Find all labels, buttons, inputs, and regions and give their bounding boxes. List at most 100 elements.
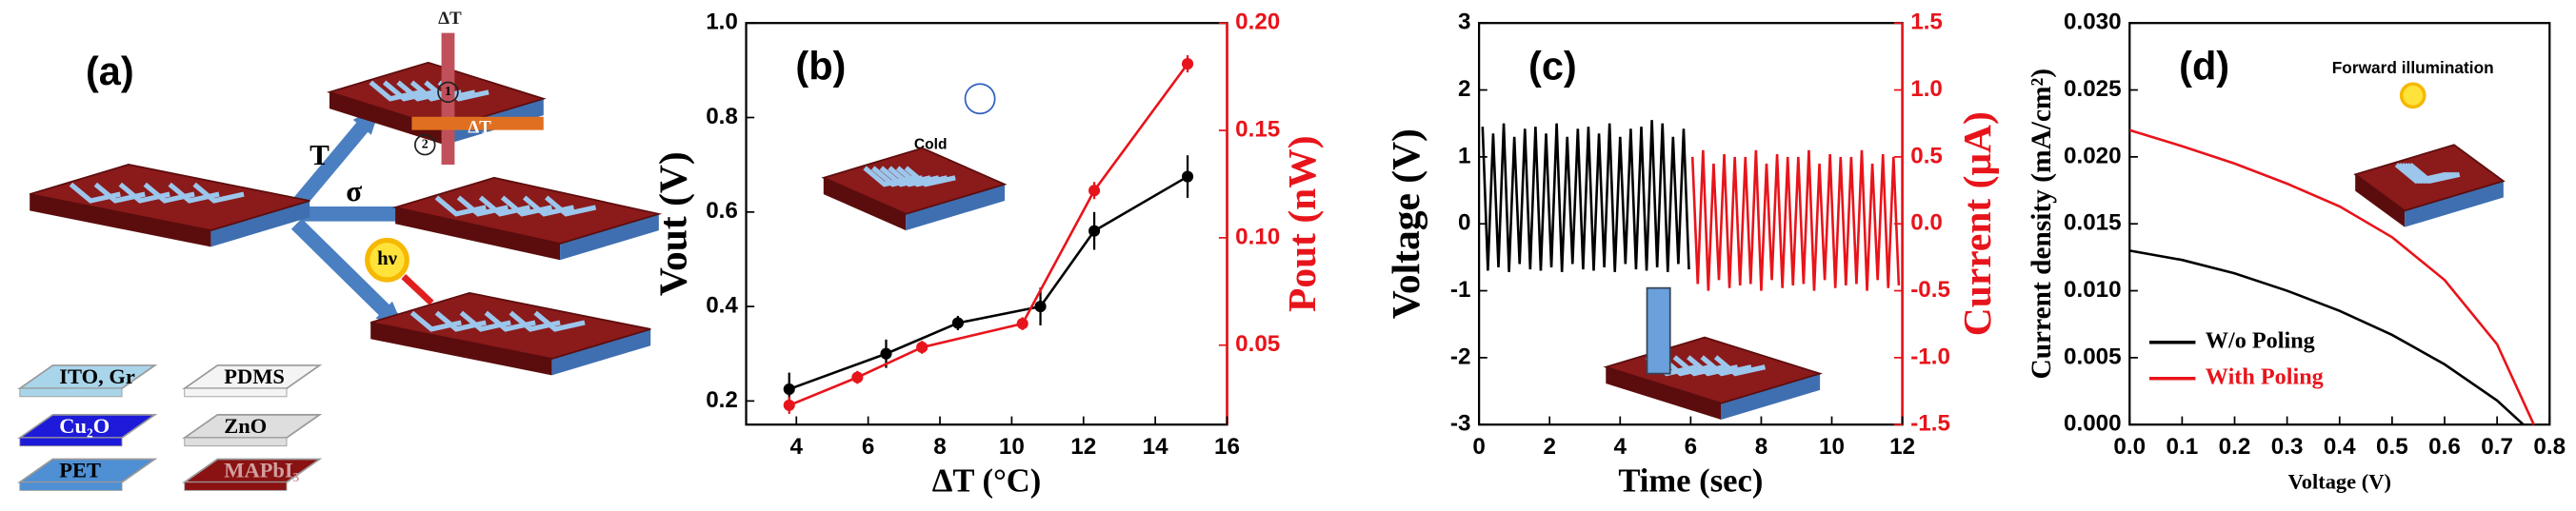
y-tick-label: 3: [1458, 10, 1470, 35]
device-side: [30, 194, 211, 247]
y2-tick-label: -1.5: [1910, 411, 1950, 437]
delta-label: ΔT: [468, 117, 491, 137]
legend-tile-side: [19, 482, 123, 491]
sun: [365, 237, 409, 283]
voltmeter: [964, 83, 996, 115]
y2-axis-label: Current (μA): [1955, 111, 2000, 336]
legend-tile-side: [19, 387, 123, 398]
panel-label: (d): [2179, 44, 2229, 88]
x-tick-label: 0.2: [2219, 434, 2251, 460]
data-line: [789, 175, 1188, 391]
y2-tick-label: 1.5: [1910, 10, 1943, 35]
y-tick-label: 0.010: [2064, 277, 2122, 303]
arrow-shaft: [290, 218, 401, 326]
y2-tick-label: 0.0: [1910, 210, 1943, 236]
y-tick-label: 0.025: [2064, 76, 2122, 102]
x-axis-label: ΔT (°C): [932, 462, 1042, 499]
arrow-label: hν: [377, 248, 397, 269]
chart-panel: 4 6 8 10 12 14 16 0.2 0.4 0.6 0.8 1.0 0.05 0.10 0.15 0.…: [650, 10, 1325, 500]
lamp: [2399, 82, 2426, 109]
y2-axis-label: Pout (nW): [1280, 135, 1325, 312]
legend-label: Cu₂O: [59, 414, 110, 438]
legend-tile-side: [184, 482, 288, 491]
y2-tick-label: -0.5: [1910, 277, 1950, 303]
chart-panel: 0.0 0.1 0.2 0.3 0.4 0.5 0.6 0.7 0.8 0.000 0.005 0.0…: [2027, 10, 2566, 494]
marker-number: 1: [445, 84, 451, 98]
x-tick-label: 6: [862, 434, 874, 460]
device-side: [560, 213, 659, 261]
device-side: [551, 328, 651, 376]
y-tick-label: 1.0: [706, 10, 738, 35]
legend-label: ZnO: [224, 414, 267, 438]
device-side: [1606, 366, 1722, 421]
device-side: [370, 322, 552, 376]
y-tick-label: -1: [1450, 277, 1471, 303]
legend-label: MAPbI₃: [224, 459, 299, 482]
marker-circle: [437, 81, 459, 104]
data-point: [916, 341, 929, 354]
y-tick-label: 0.020: [2064, 143, 2122, 168]
device-side: [2355, 174, 2406, 227]
x-tick-label: 10: [1819, 434, 1845, 460]
y-tick-label: 0.8: [706, 104, 738, 129]
x-tick-label: 0.5: [2376, 434, 2408, 460]
x-axis-label: Time (sec): [1618, 462, 1763, 499]
panel-label: (a): [86, 49, 134, 93]
data-point: [1088, 185, 1101, 197]
device-side: [1721, 373, 1821, 421]
electrode: [545, 195, 597, 217]
y2-tick-label: 0.10: [1235, 224, 1280, 249]
y-tick-label: -2: [1450, 344, 1471, 369]
y2-tick-label: 1.0: [1910, 76, 1943, 102]
y-tick-label: 1: [1458, 143, 1470, 168]
device-side: [906, 184, 1006, 231]
y2-tick-label: 0.05: [1235, 331, 1280, 357]
data-point: [880, 347, 892, 360]
data-line: [789, 63, 1189, 407]
y2-tick-label: 0.5: [1910, 143, 1943, 168]
arrow-label: σ: [346, 174, 362, 207]
legend-label: PET: [59, 459, 101, 482]
y-tick-label: 0.015: [2064, 210, 2122, 236]
x-tick-label: 0.0: [2113, 434, 2146, 460]
y-axis-label: Voltage (V): [1384, 128, 1428, 319]
y-tick-label: -3: [1450, 411, 1471, 437]
y2-tick-label: 0.15: [1235, 116, 1280, 142]
electrode: [1700, 355, 1752, 377]
x-tick-label: 4: [790, 434, 804, 460]
y-axis-label: Vout (V): [650, 151, 695, 296]
y-tick-label: 0.005: [2064, 344, 2122, 369]
arrow-label: T: [310, 138, 329, 171]
electrode: [904, 166, 956, 187]
data-point: [1088, 225, 1101, 237]
data-point: [1182, 170, 1194, 183]
data-point: [1034, 301, 1047, 313]
x-tick-label: 2: [1543, 434, 1555, 460]
x-tick-label: 0.7: [2481, 434, 2513, 460]
data-line: [2129, 249, 2525, 426]
data-point: [1182, 58, 1194, 70]
device-side: [210, 200, 310, 247]
annotation: Forward illumination: [2332, 58, 2494, 77]
force-piston: [1646, 286, 1671, 375]
x-tick-label: 0.8: [2533, 434, 2566, 460]
y-tick-label: 0.030: [2064, 10, 2122, 35]
data-point: [951, 317, 964, 329]
x-tick-label: 12: [1889, 434, 1915, 460]
device-side: [823, 177, 907, 231]
data-line: [1690, 149, 1901, 291]
x-tick-label: 0: [1472, 434, 1485, 460]
y-tick-label: 2: [1458, 76, 1470, 102]
electrode: [533, 310, 586, 332]
light-arrow: [401, 274, 434, 305]
y-tick-label: 0: [1458, 210, 1470, 236]
delta-label: ΔT: [438, 9, 462, 29]
device-side: [2405, 181, 2504, 227]
legend-label: With Poling: [2206, 364, 2324, 389]
legend-tile-side: [184, 387, 288, 398]
electrode: [192, 182, 245, 204]
x-tick-label: 10: [999, 434, 1025, 460]
x-tick-label: 0.1: [2167, 434, 2199, 460]
